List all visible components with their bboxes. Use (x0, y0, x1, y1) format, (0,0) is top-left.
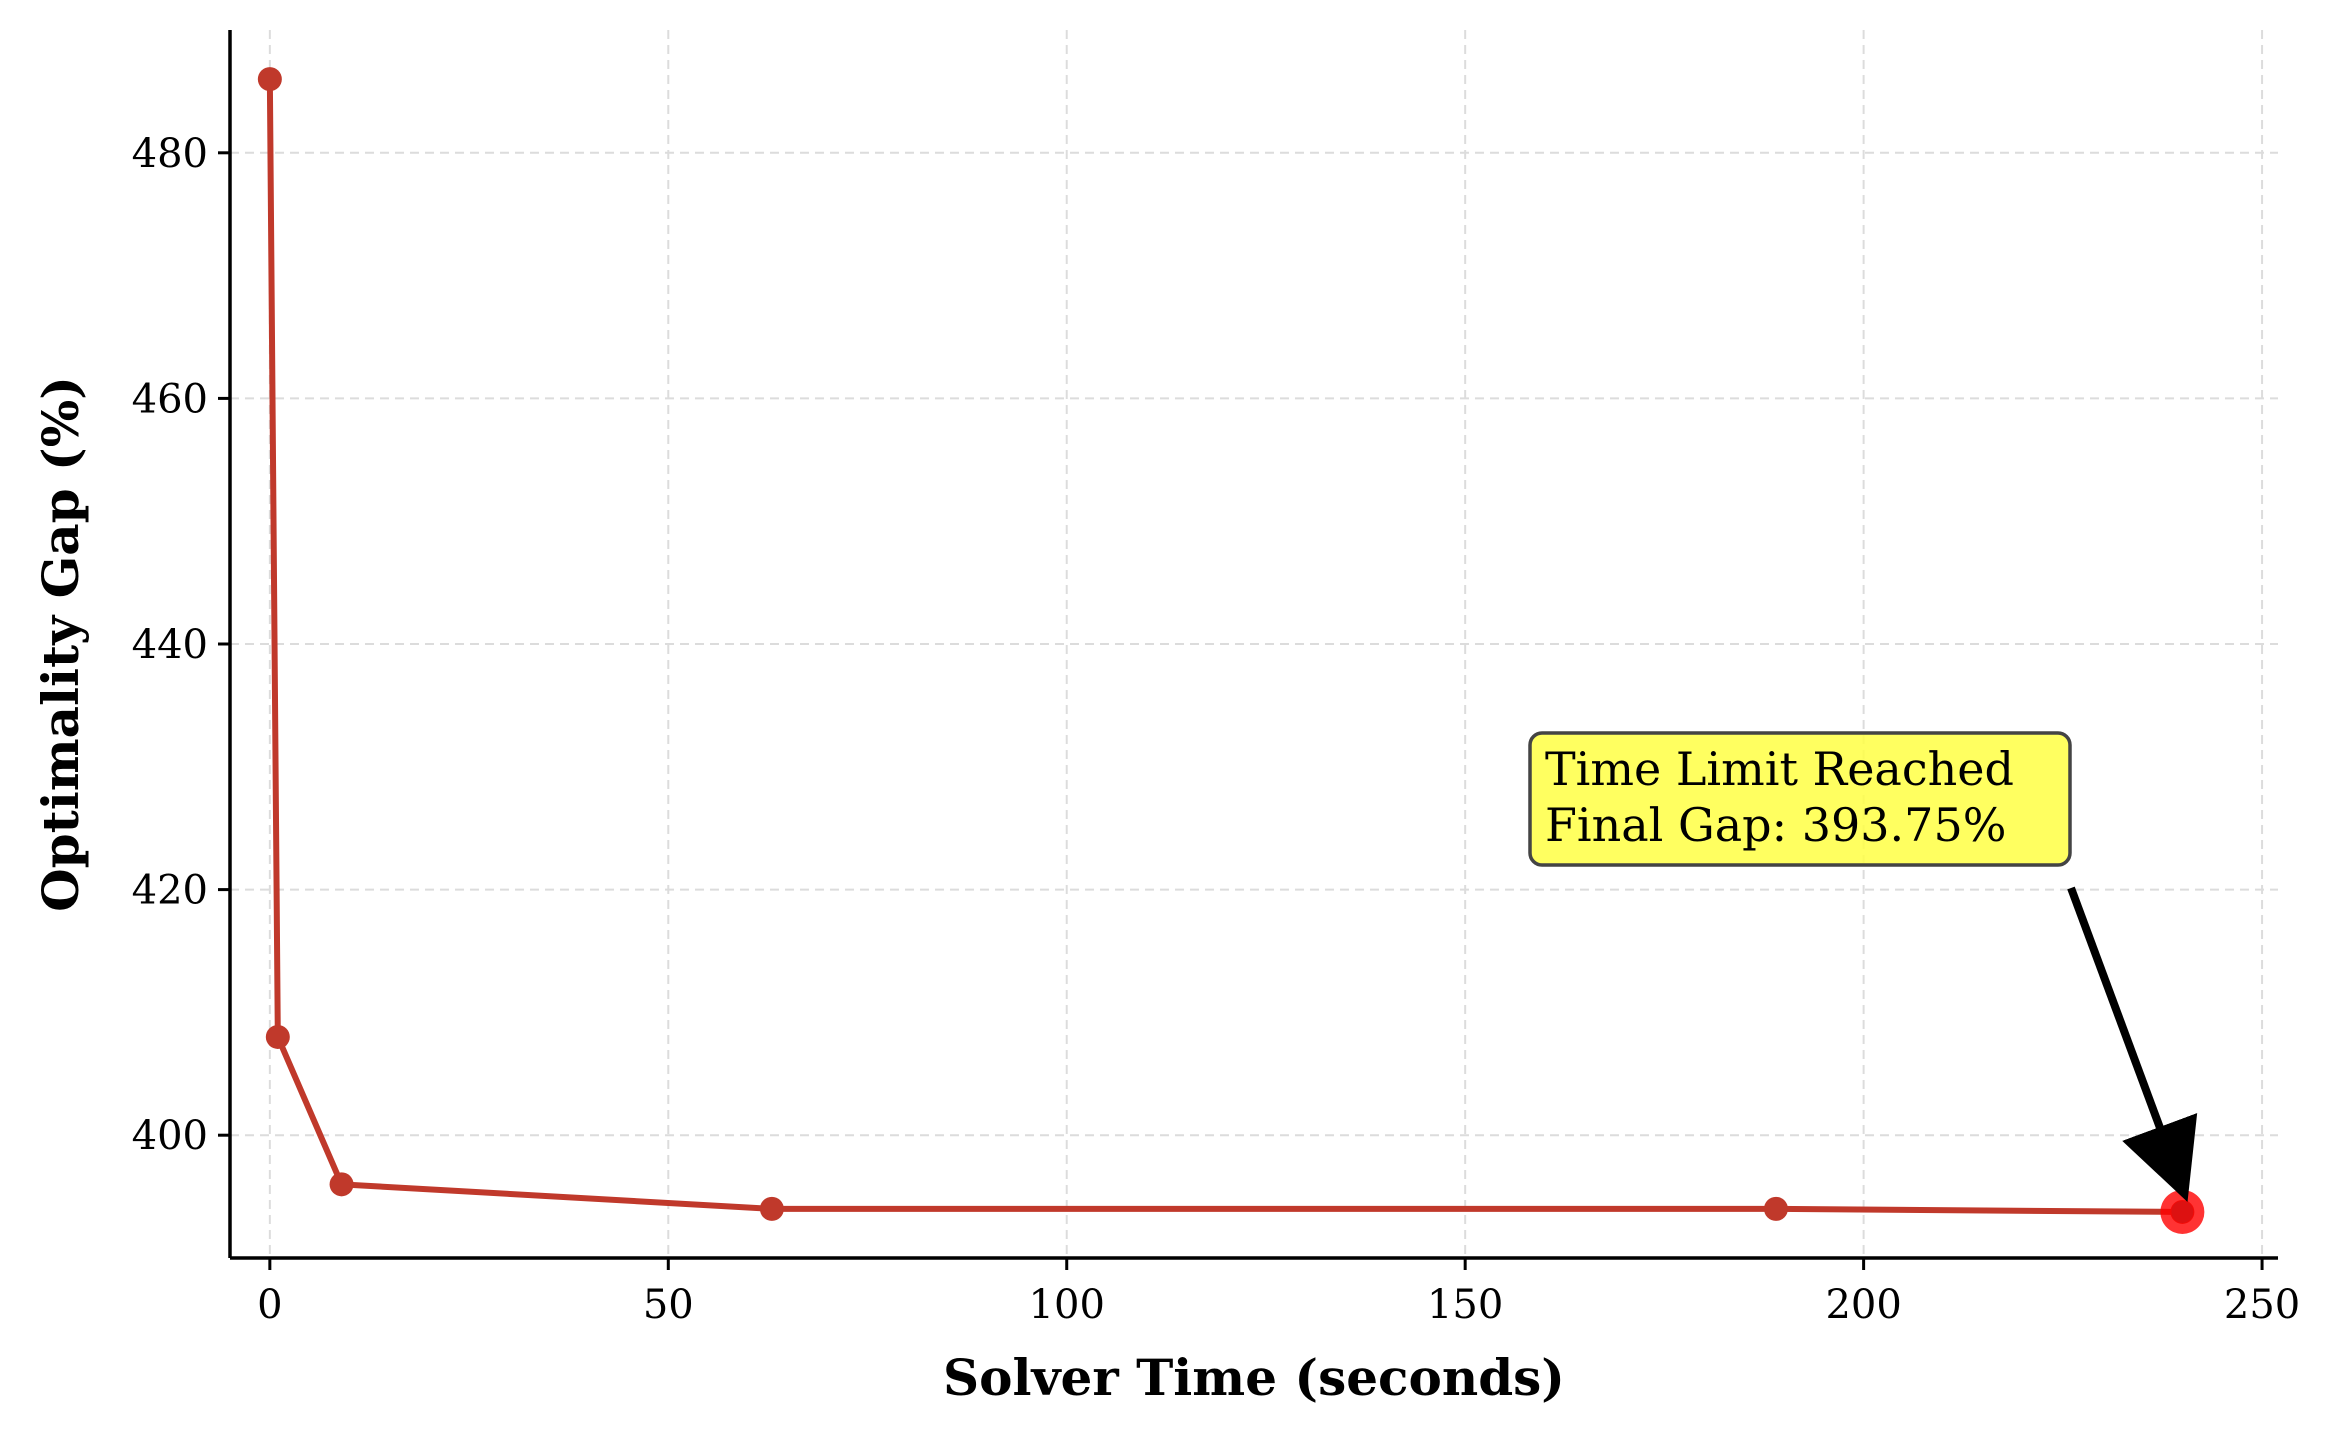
series-line-0 (266, 79, 2183, 1215)
annotation: Time Limit Reached Final Gap: 393.75% (1528, 731, 2198, 1202)
annotation-line-1: Time Limit Reached (1545, 742, 2014, 796)
data-point-2 (329, 1172, 354, 1197)
y-tick-label-2: 440 (132, 622, 208, 668)
x-tick-label-5: 250 (2224, 1282, 2300, 1328)
data-point-1 (265, 1024, 290, 1049)
annotation-arrow (2067, 886, 2198, 1202)
annotation-line-2: Final Gap: 393.75% (1545, 798, 2006, 852)
x-tick-label-2: 100 (1029, 1282, 1105, 1328)
x-tick-label-0: 0 (257, 1282, 282, 1328)
y-tick-label-1: 420 (132, 868, 208, 914)
x-ticks: 0 50 100 150 200 250 (257, 1258, 2300, 1328)
annotation-box (1528, 731, 2072, 867)
grid (230, 30, 2278, 1258)
data-point-4 (1763, 1196, 1788, 1221)
y-tick-label-0: 400 (132, 1113, 208, 1159)
data-point-0 (257, 67, 282, 92)
data-point-3 (759, 1196, 784, 1221)
x-tick-label-1: 50 (643, 1282, 694, 1328)
x-tick-label-4: 200 (1825, 1282, 1901, 1328)
x-tick-label-3: 150 (1427, 1282, 1503, 1328)
x-axis-label: Solver Time (seconds) (943, 1348, 1565, 1407)
final-point-core (2171, 1200, 2194, 1223)
y-axis-label: Optimality Gap (%) (31, 376, 90, 912)
y-tick-label-4: 480 (132, 131, 208, 177)
y-ticks: 400 420 440 460 480 (132, 131, 230, 1159)
y-tick-label-3: 460 (132, 376, 208, 422)
series-layer (257, 67, 2205, 1234)
